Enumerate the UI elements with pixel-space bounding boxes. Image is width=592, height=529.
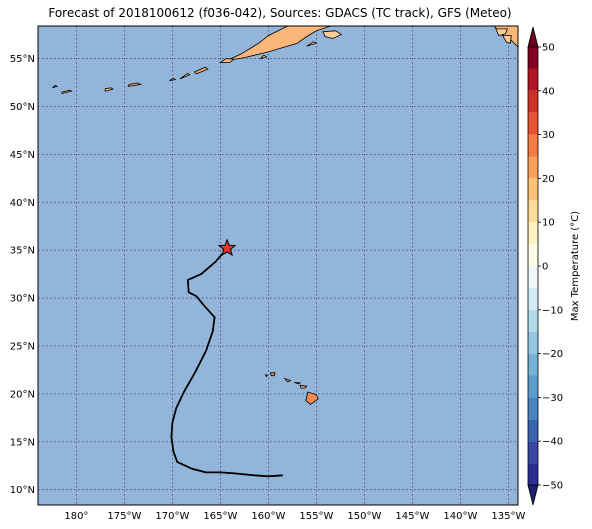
latitude-tick-label: 30°N bbox=[10, 294, 35, 305]
storm-track-line bbox=[170, 247, 283, 478]
land-amchitka bbox=[61, 89, 73, 95]
colorbar-bin bbox=[528, 112, 538, 135]
longitude-tick-label: 165°W bbox=[203, 511, 237, 522]
colorbar: 50 40 30 20 10 0 −10 −20 −30 −40 −50 Max Temperatur… bbox=[527, 26, 581, 506]
colorbar-bin bbox=[528, 375, 538, 398]
storm-position-star-icon[interactable] bbox=[217, 238, 237, 257]
land-maui bbox=[299, 384, 308, 389]
longitude-tick-label: 175°W bbox=[107, 511, 141, 522]
latitude-tick-label: 10°N bbox=[10, 485, 35, 496]
colorbar-bin bbox=[528, 397, 538, 420]
map-features bbox=[9, 26, 518, 505]
latitude-tick-label: 50°N bbox=[10, 102, 35, 113]
latitude-tick-label: 40°N bbox=[10, 198, 35, 209]
longitude-tick-label: 170°W bbox=[155, 511, 189, 522]
latitude-tick-label: 20°N bbox=[10, 389, 35, 400]
colorbar-tick-label: −20 bbox=[542, 349, 563, 360]
longitude-tick-label: 155°W bbox=[299, 511, 333, 522]
land-baranof bbox=[501, 35, 512, 44]
colorbar-bin bbox=[528, 200, 538, 223]
colorbar-bin bbox=[528, 463, 538, 485]
colorbar-tick-label: 50 bbox=[542, 43, 555, 54]
longitude-tick-label: 135°W bbox=[491, 511, 525, 522]
land-atka bbox=[127, 82, 143, 87]
map-axes: 180° 175°W 170°W 165°W 160°W 155°W 150°W 145°W 1… bbox=[10, 25, 525, 522]
land-adak bbox=[104, 87, 114, 92]
colorbar-tick-label: −50 bbox=[542, 481, 563, 492]
land-unimak bbox=[219, 58, 235, 63]
colorbar-bin bbox=[528, 90, 538, 113]
land-alaska-peninsula bbox=[226, 26, 331, 61]
land-kodiak bbox=[322, 30, 343, 39]
colorbar-tick-label: 20 bbox=[542, 174, 555, 185]
colorbar-bin bbox=[528, 353, 538, 376]
land-islands-of-four-mountains bbox=[169, 77, 177, 81]
colorbar-bin bbox=[528, 244, 538, 266]
land-kauai bbox=[269, 372, 276, 377]
longitude-tick-label: 140°W bbox=[443, 511, 477, 522]
colorbar-bin bbox=[528, 47, 538, 69]
longitude-tick-label: 180° bbox=[64, 511, 88, 522]
latitude-tick-label: 25°N bbox=[10, 341, 35, 352]
map-title: Forecast of 2018100612 (f036-042), Sourc… bbox=[48, 6, 512, 20]
land-umnak bbox=[179, 72, 191, 80]
land-attu bbox=[9, 77, 16, 79]
colorbar-tick-label: 30 bbox=[542, 130, 555, 141]
land-niihau bbox=[264, 374, 269, 378]
colorbar-bin bbox=[528, 287, 538, 310]
colorbar-bin bbox=[528, 441, 538, 464]
land-shumagin bbox=[259, 54, 268, 60]
land-molokai bbox=[294, 382, 302, 385]
longitude-tick-label: 145°W bbox=[395, 511, 429, 522]
colorbar-bin bbox=[528, 222, 538, 245]
colorbar-under-arrow bbox=[527, 484, 539, 506]
latitude-tick-label: 55°N bbox=[10, 54, 35, 65]
colorbar-bin bbox=[528, 331, 538, 354]
colorbar-tick-label: 0 bbox=[542, 262, 548, 273]
colorbar-bin bbox=[528, 156, 538, 179]
land-kiska bbox=[52, 84, 59, 89]
colorbar-bin bbox=[528, 178, 538, 201]
latitude-tick-label: 45°N bbox=[10, 150, 35, 161]
colorbar-bin bbox=[528, 134, 538, 157]
colorbar-label: Max Temperature (°C) bbox=[570, 211, 581, 321]
latitude-tick-label: 15°N bbox=[10, 437, 35, 448]
longitude-tick-label: 160°W bbox=[251, 511, 285, 522]
map-area[interactable] bbox=[9, 26, 518, 505]
land-unalaska bbox=[193, 66, 209, 75]
land-hawaii-big-island bbox=[305, 391, 319, 405]
colorbar-over-arrow bbox=[527, 26, 539, 48]
colorbar-tick-label: −30 bbox=[542, 393, 563, 404]
colorbar-tick-label: −40 bbox=[542, 437, 563, 448]
land-oahu bbox=[283, 377, 292, 383]
colorbar-bin bbox=[528, 419, 538, 442]
ocean-background bbox=[38, 26, 518, 505]
colorbar-tick-label: −10 bbox=[542, 305, 563, 316]
colorbar-tick-label: 10 bbox=[542, 218, 555, 229]
colorbar-bin bbox=[528, 266, 538, 288]
longitude-tick-label: 150°W bbox=[347, 511, 381, 522]
colorbar-bin bbox=[528, 309, 538, 332]
colorbar-tick-label: 40 bbox=[542, 86, 555, 97]
colorbar-bin bbox=[528, 68, 538, 91]
land-kodiak-shelf bbox=[306, 41, 318, 47]
map-frame bbox=[37, 25, 519, 506]
land-chichagof bbox=[495, 28, 508, 37]
latitude-tick-label: 35°N bbox=[10, 246, 35, 257]
